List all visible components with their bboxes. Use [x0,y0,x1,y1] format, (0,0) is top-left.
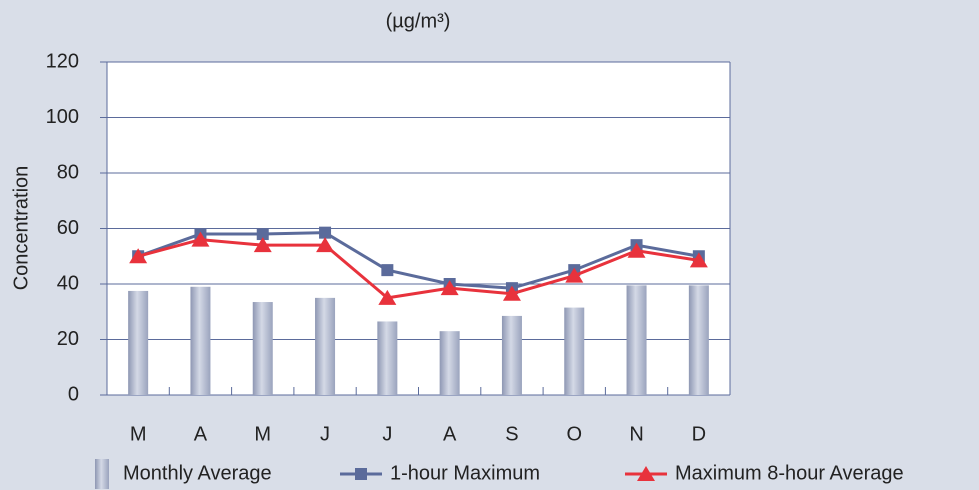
x-tick-label: O [566,423,582,445]
unit-label: (µg/m³) [386,10,451,32]
point [381,264,394,277]
x-tick-label: N [629,423,643,445]
y-tick-label: 80 [57,161,79,183]
bar [564,307,585,395]
x-tick-label: J [320,423,330,445]
point [129,248,148,264]
point [253,237,272,253]
point [316,237,335,253]
legend-label: Maximum 8-hour Average [675,462,904,484]
legend-marker [637,466,655,481]
y-tick-label: 40 [57,272,79,294]
point [627,242,646,258]
x-tick-label: A [194,423,208,445]
point [378,289,397,305]
bar [128,290,149,395]
bar [626,285,647,395]
x-tick-label: M [130,423,147,445]
point [256,228,269,241]
bar [377,321,398,395]
x-tick-label: J [382,423,392,445]
y-tick-label: 20 [57,328,79,350]
point [319,226,332,239]
legend-marker [355,468,367,480]
point [502,285,521,301]
bar [252,302,273,395]
x-tick-label: M [254,423,271,445]
bar [190,286,211,395]
line [137,231,700,290]
y-axis-title: Concentration [10,166,32,291]
point [565,267,584,283]
bar [501,315,522,395]
bar [439,331,460,395]
y-tick-label: 120 [46,50,79,72]
bar [688,285,709,395]
bar [315,297,336,395]
y-tick-label: 60 [57,217,79,239]
x-tick-label: A [443,423,457,445]
point [689,252,708,268]
legend-label: 1-hour Maximum [390,462,540,484]
point [440,280,459,296]
x-tick-label: S [505,423,518,445]
legend-swatch [95,459,109,489]
legend-label: Monthly Average [123,462,272,484]
y-tick-label: 100 [46,106,79,128]
point [191,231,210,247]
line [137,238,700,300]
x-tick-label: D [692,423,706,445]
y-tick-label: 0 [68,383,79,405]
